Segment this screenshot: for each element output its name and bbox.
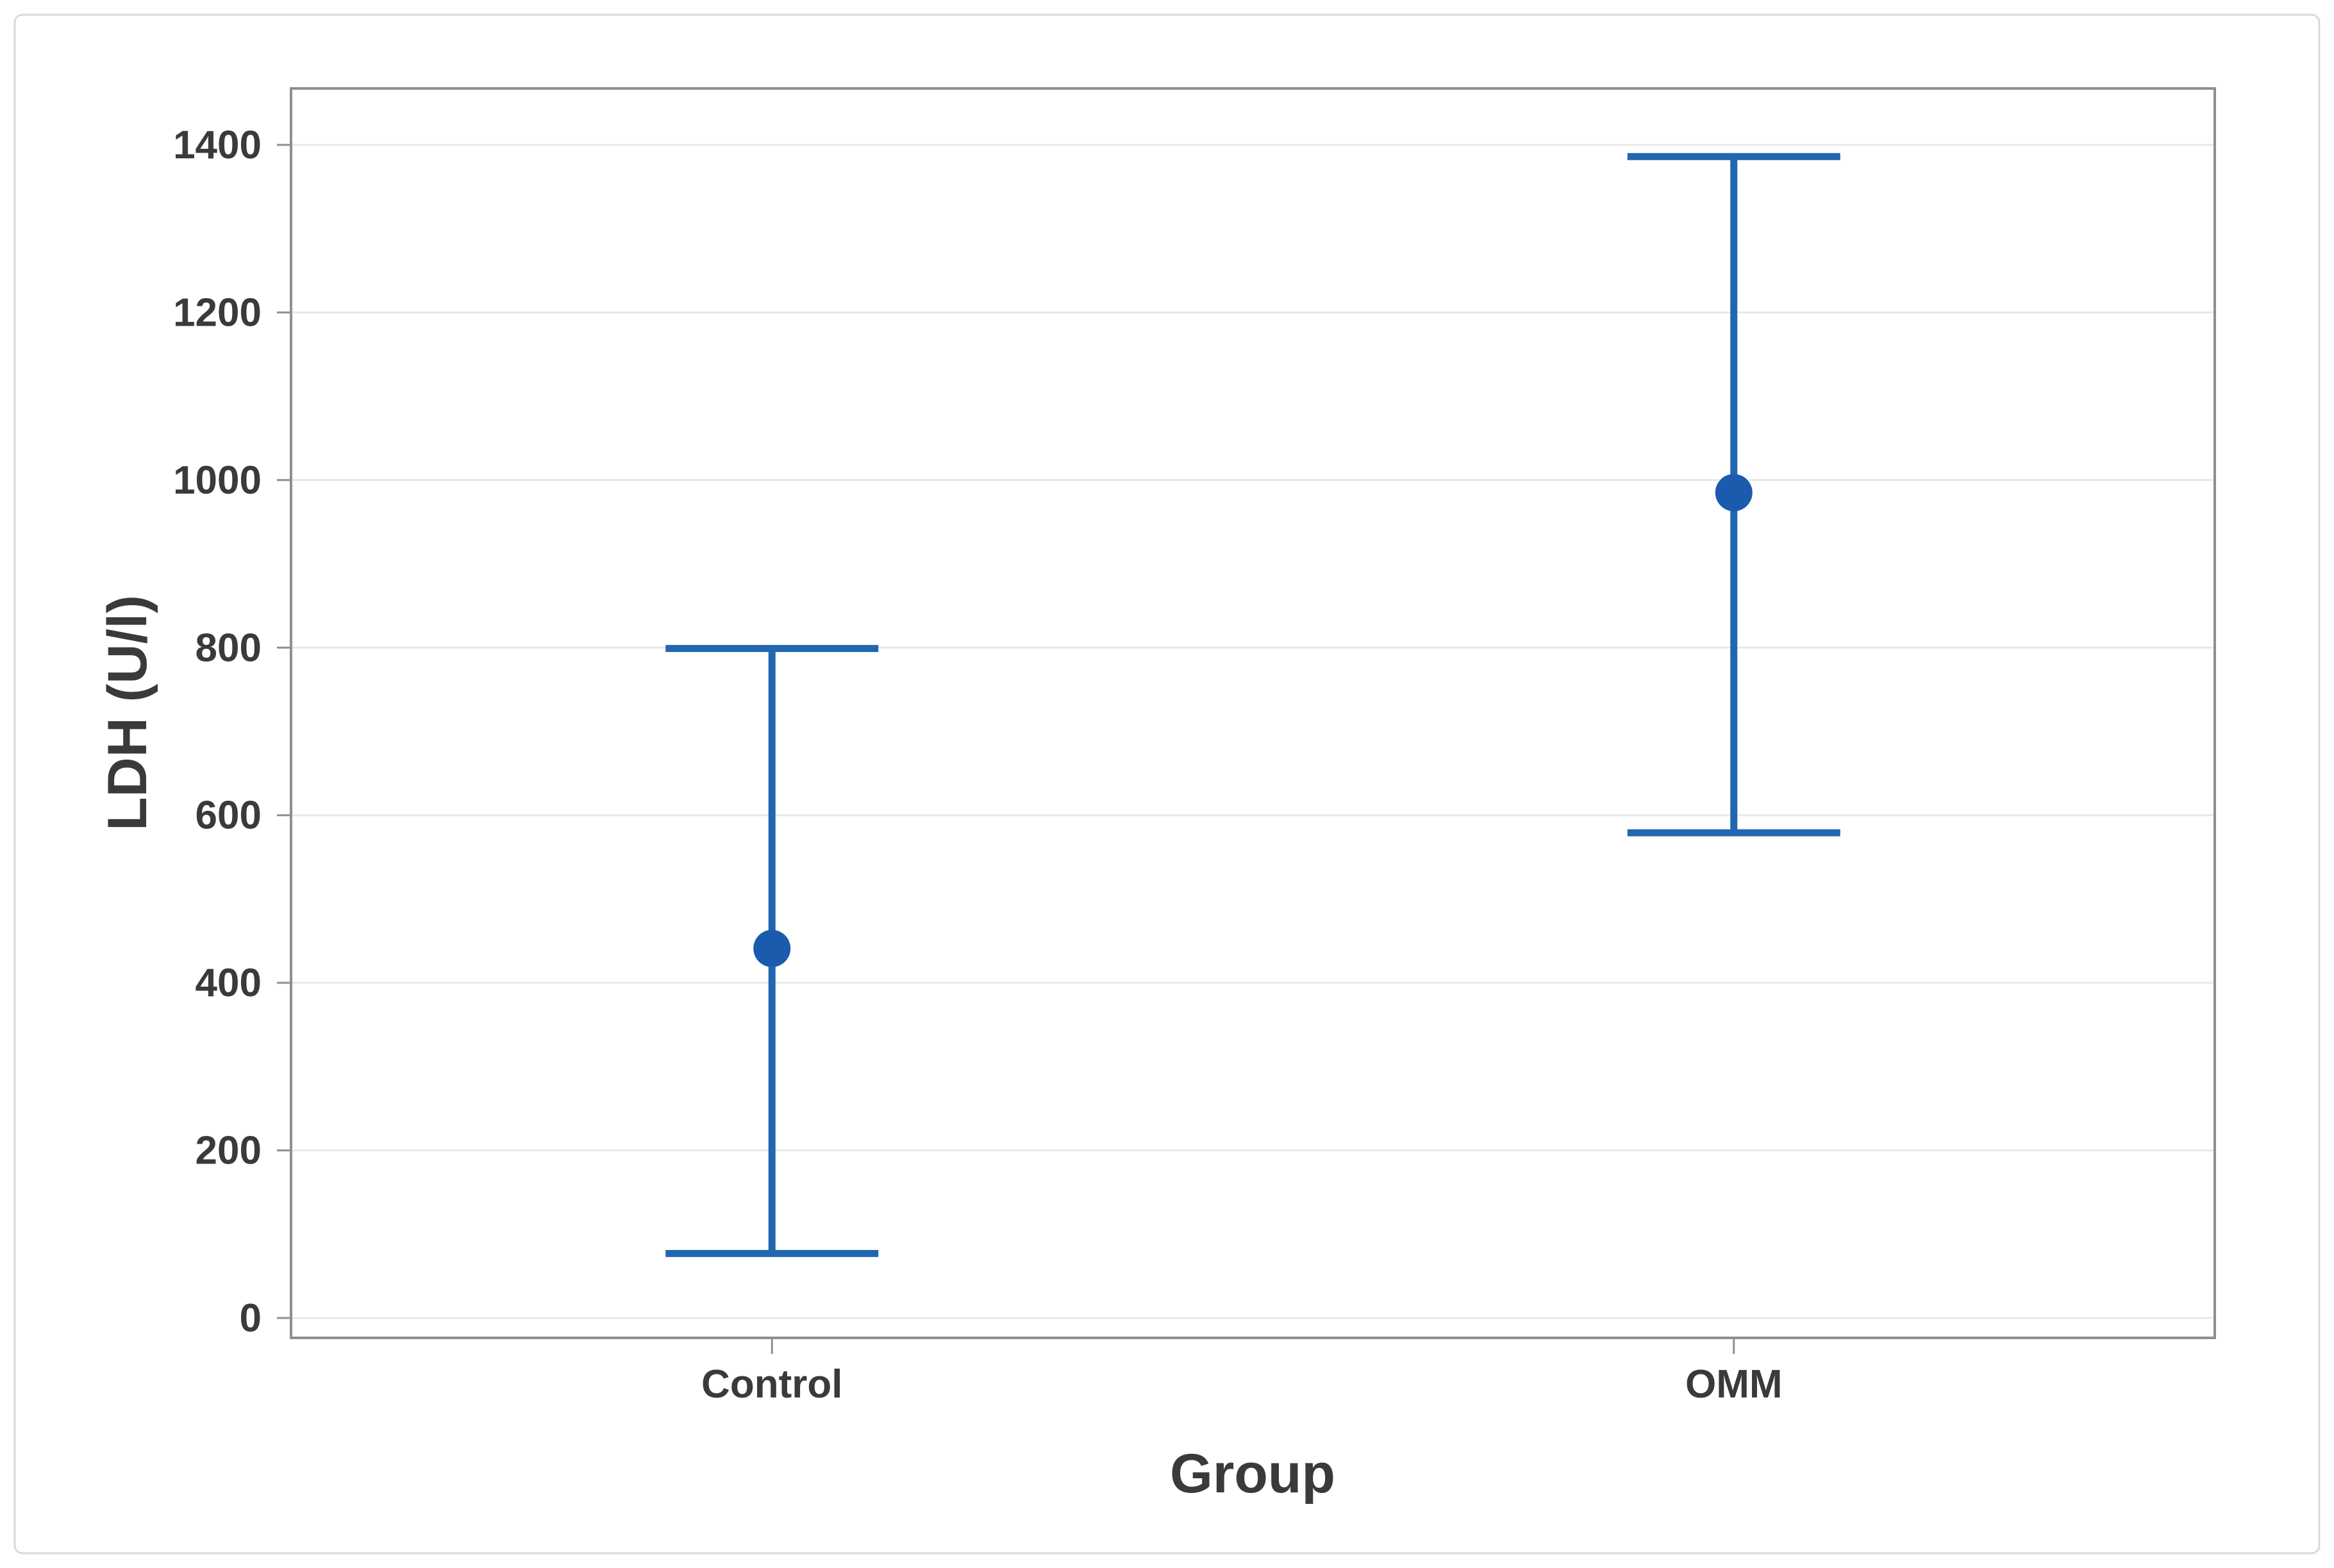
y-tick-label: 1000: [173, 458, 262, 503]
plot-frame: [290, 87, 2216, 1339]
x-axis-title: Group: [1170, 1443, 1335, 1505]
y-tick-label: 0: [240, 1296, 262, 1340]
y-tick-label: 600: [196, 794, 262, 838]
interval-series: [665, 153, 1840, 1257]
y-axis-ticks: 0 200 400 600 800 1000 1200 1400: [173, 123, 291, 1340]
y-tick-label: 1200: [173, 290, 262, 335]
figure-card: [13, 13, 2321, 1555]
y-tick-label: 400: [196, 961, 262, 1005]
mean-marker-omm: [1715, 474, 1753, 512]
y-tick-label: 1400: [173, 123, 262, 167]
x-tick-label: Control: [701, 1362, 842, 1406]
y-tick-label: 800: [196, 626, 262, 670]
y-axis-title: LDH (U/l): [97, 595, 158, 831]
interval-control: [665, 645, 879, 1257]
gridline-group: [292, 144, 2213, 1319]
x-tick-label: OMM: [1685, 1362, 1783, 1406]
x-axis-ticks: Control OMM: [701, 1338, 1783, 1406]
mean-marker-control: [753, 930, 791, 967]
y-tick-label: 200: [196, 1129, 262, 1173]
interval-omm: [1627, 153, 1840, 837]
